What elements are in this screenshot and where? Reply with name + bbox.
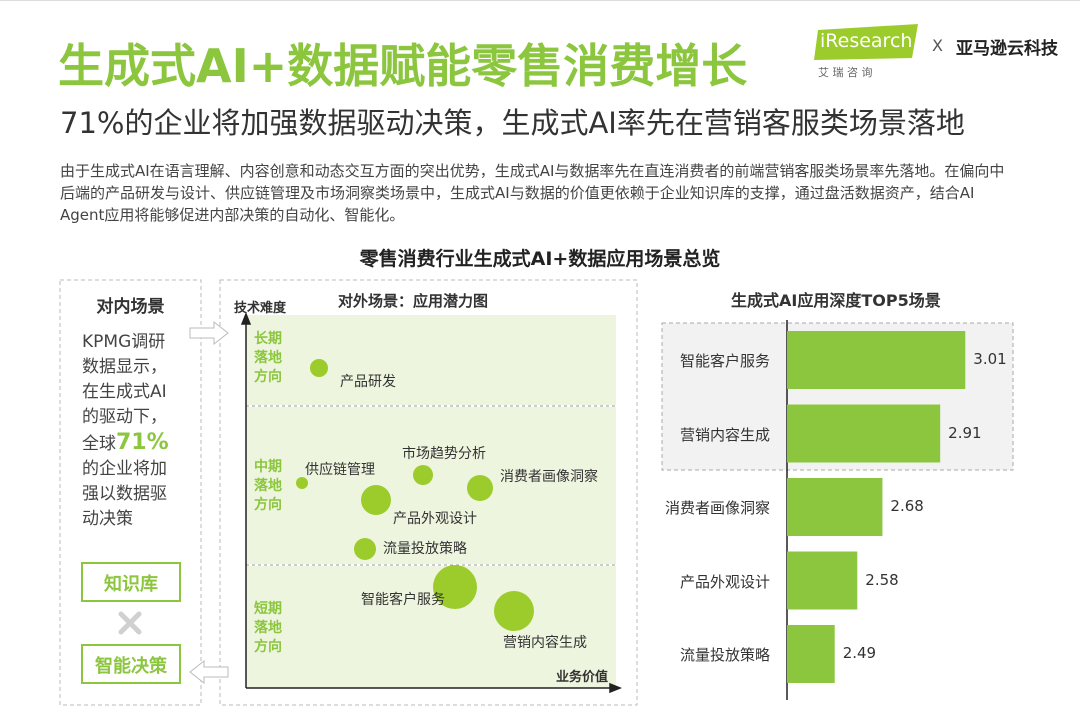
category-label: 产品外观设计 [679,572,770,591]
scenario-bubble [433,565,477,609]
category-label: 智能客户服务 [679,352,770,370]
subtitle: 71%的企业将加强数据驱动决策，生成式AI率先在营销客服类场景落地 [60,106,965,140]
value-label: 2.68 [890,497,924,515]
scenario-bubble [296,477,308,489]
partner-logo: 亚马逊云科技 [956,39,1058,59]
band-label: 中期落地方向 [254,459,282,513]
bar [787,625,835,683]
internal-text-a: KPMG调研数据显示，在生成式AI的驱动下，全球 [82,332,167,454]
arrow-in [189,320,229,346]
internal-highlight: 71% [116,430,169,455]
scenario-bubble [354,538,376,560]
intro: 由于生成式AI在语言理解、内容创意和动态交互方面的突出优势，生成式AI与数据率先… [60,162,1005,224]
band-mid [246,407,616,564]
value-label: 2.49 [842,644,877,662]
category-label: 消费者画像洞察 [664,499,770,517]
value-label: 3.01 [973,350,1007,368]
potential-axes [240,311,623,694]
knowledge-box [81,562,181,602]
category-label: 流量投放策略 [679,646,770,664]
section-title: 零售消费行业生成式AI+数据应用场景总览 [359,248,721,270]
category-label: 营销内容生成 [679,425,770,444]
band-label: 短期落地方向 [254,601,282,655]
internal-box [59,279,202,706]
bar [787,551,858,610]
external-title: 对外场景：应用潜力图 [338,292,489,310]
band-dividers [246,405,616,566]
scenario-label: 产品外观设计 [393,511,477,527]
scenario-label: 供应链管理 [305,462,375,478]
band-label: 长期落地方向 [254,331,282,385]
external-box [219,279,638,706]
scenario-label: 产品研发 [340,374,396,390]
scenario-label: 消费者画像洞察 [500,469,598,485]
scenario-label: 市场趋势分析 [402,446,486,462]
y-axis-label: 技术难度 [234,301,287,316]
internal-text: KPMG调研数据显示，在生成式AI的驱动下，全球71% 的企业将加强以数据驱动决策 [82,330,180,532]
logo-brand: iResearch [820,30,913,52]
arrow-out [189,659,229,685]
scenario-label: 智能客户服务 [361,592,445,608]
internal-text-b: 的企业将加强以数据驱动决策 [82,459,167,529]
logo-x: X [932,36,943,55]
band-long [246,315,616,405]
logo-mark [814,24,918,60]
scenario-label: 流量投放策略 [383,541,467,557]
internal-title: 对内场景 [96,297,165,317]
scenario-bubble [361,485,391,515]
scenario-label: 营销内容生成 [503,635,587,651]
decision-label: 智能决策 [95,656,167,677]
bar-chart-title: 生成式AI应用深度TOP5场景 [731,291,941,310]
value-label: 2.58 [865,570,899,589]
x-axis-label: 业务价值 [556,670,609,685]
decision-box [81,644,181,684]
bar [787,478,883,536]
bar [787,331,966,389]
cross-icon [118,611,142,635]
knowledge-label: 知识库 [104,574,158,595]
scenario-bubble [494,591,534,631]
scenario-bubble [413,465,433,485]
band-short [246,566,616,688]
logo-sub: 艾 瑞 咨 询 [818,66,873,79]
value-label: 2.91 [948,423,982,442]
title: 生成式AI+数据赋能零售消费增长 [58,39,748,93]
scenario-bubble [467,475,493,501]
scenario-bubble [310,359,328,377]
bar [787,404,941,463]
